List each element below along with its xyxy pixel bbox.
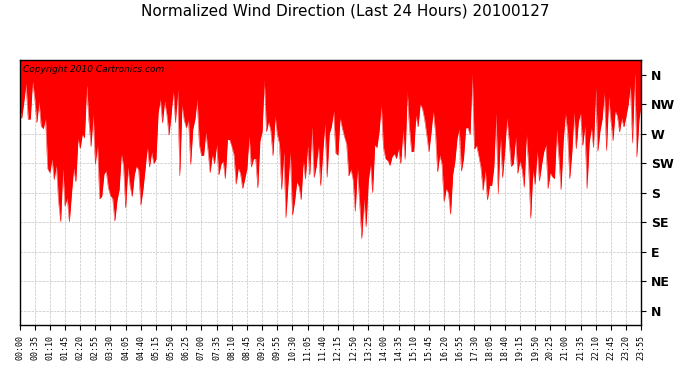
Text: Normalized Wind Direction (Last 24 Hours) 20100127: Normalized Wind Direction (Last 24 Hours… [141,4,549,19]
Text: Copyright 2010 Cartronics.com: Copyright 2010 Cartronics.com [23,65,164,74]
